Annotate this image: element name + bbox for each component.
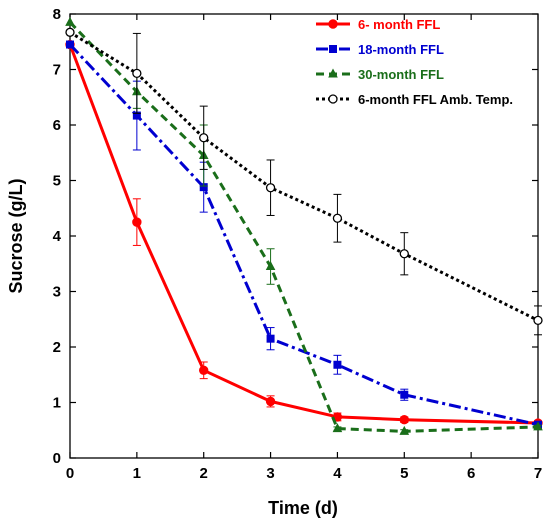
legend: 6- month FFL 18-month FFL 30-month FFL 6-mo… xyxy=(316,17,513,107)
x-tick-label: 4 xyxy=(333,465,342,482)
data-point xyxy=(332,423,343,433)
data-point xyxy=(265,183,276,193)
y-tick-label: 6 xyxy=(53,117,61,134)
x-axis-title: Time (d) xyxy=(268,498,338,518)
y-tick-label: 3 xyxy=(53,284,61,301)
series-4 xyxy=(65,27,543,336)
y-tick-label: 7 xyxy=(53,62,61,79)
data-point xyxy=(132,68,142,79)
data-point xyxy=(132,111,141,120)
x-tick-label: 7 xyxy=(534,465,542,482)
data-point xyxy=(399,249,409,259)
y-tick-label: 2 xyxy=(53,339,61,356)
y-tick-label: 1 xyxy=(53,395,61,412)
series-2 xyxy=(66,40,542,429)
legend-label: 6-month FFL Amb. Temp. xyxy=(358,92,513,107)
legend-swatch-marker xyxy=(328,19,338,29)
data-point xyxy=(199,365,209,376)
data-point xyxy=(400,390,409,399)
series-layer xyxy=(65,16,543,435)
y-tick-label: 8 xyxy=(53,6,61,23)
data-point xyxy=(399,415,409,425)
data-point xyxy=(265,396,276,407)
data-point xyxy=(65,27,75,37)
x-tick-label: 5 xyxy=(400,465,408,482)
x-tick-label: 6 xyxy=(467,465,475,482)
y-tick-label: 4 xyxy=(53,228,62,245)
legend-entry: 30-month FFL xyxy=(316,67,444,82)
x-tick-label: 0 xyxy=(66,465,74,482)
legend-swatch-marker xyxy=(328,94,338,104)
legend-swatch-marker xyxy=(329,45,337,53)
legend-entry: 6- month FFL xyxy=(316,17,440,32)
data-point xyxy=(199,133,209,143)
x-tick-label: 3 xyxy=(266,465,274,482)
data-point xyxy=(332,213,343,223)
data-point xyxy=(333,360,342,369)
y-tick-label: 0 xyxy=(53,450,61,467)
data-point xyxy=(265,261,276,271)
axis-ticks: 0 1 2 3 4 5 6 7 0 1 2 3 4 5 6 7 8 xyxy=(53,6,543,482)
data-point xyxy=(132,217,142,227)
data-point xyxy=(199,183,208,192)
legend-swatch-marker xyxy=(328,68,338,78)
legend-entry: 6-month FFL Amb. Temp. xyxy=(316,92,513,107)
data-point xyxy=(533,421,543,431)
legend-entry: 18-month FFL xyxy=(316,42,444,57)
data-point xyxy=(66,40,74,49)
data-point xyxy=(65,16,75,26)
data-point xyxy=(533,315,543,326)
x-tick-label: 2 xyxy=(200,465,208,482)
data-point xyxy=(266,334,275,343)
x-tick-label: 1 xyxy=(133,465,141,482)
y-tick-label: 5 xyxy=(53,173,61,190)
legend-label: 6- month FFL xyxy=(358,17,440,32)
data-point xyxy=(399,425,410,435)
legend-label: 18-month FFL xyxy=(358,42,444,57)
legend-label: 30-month FFL xyxy=(358,67,444,82)
y-axis-title: Sucrose (g/L) xyxy=(6,178,26,293)
